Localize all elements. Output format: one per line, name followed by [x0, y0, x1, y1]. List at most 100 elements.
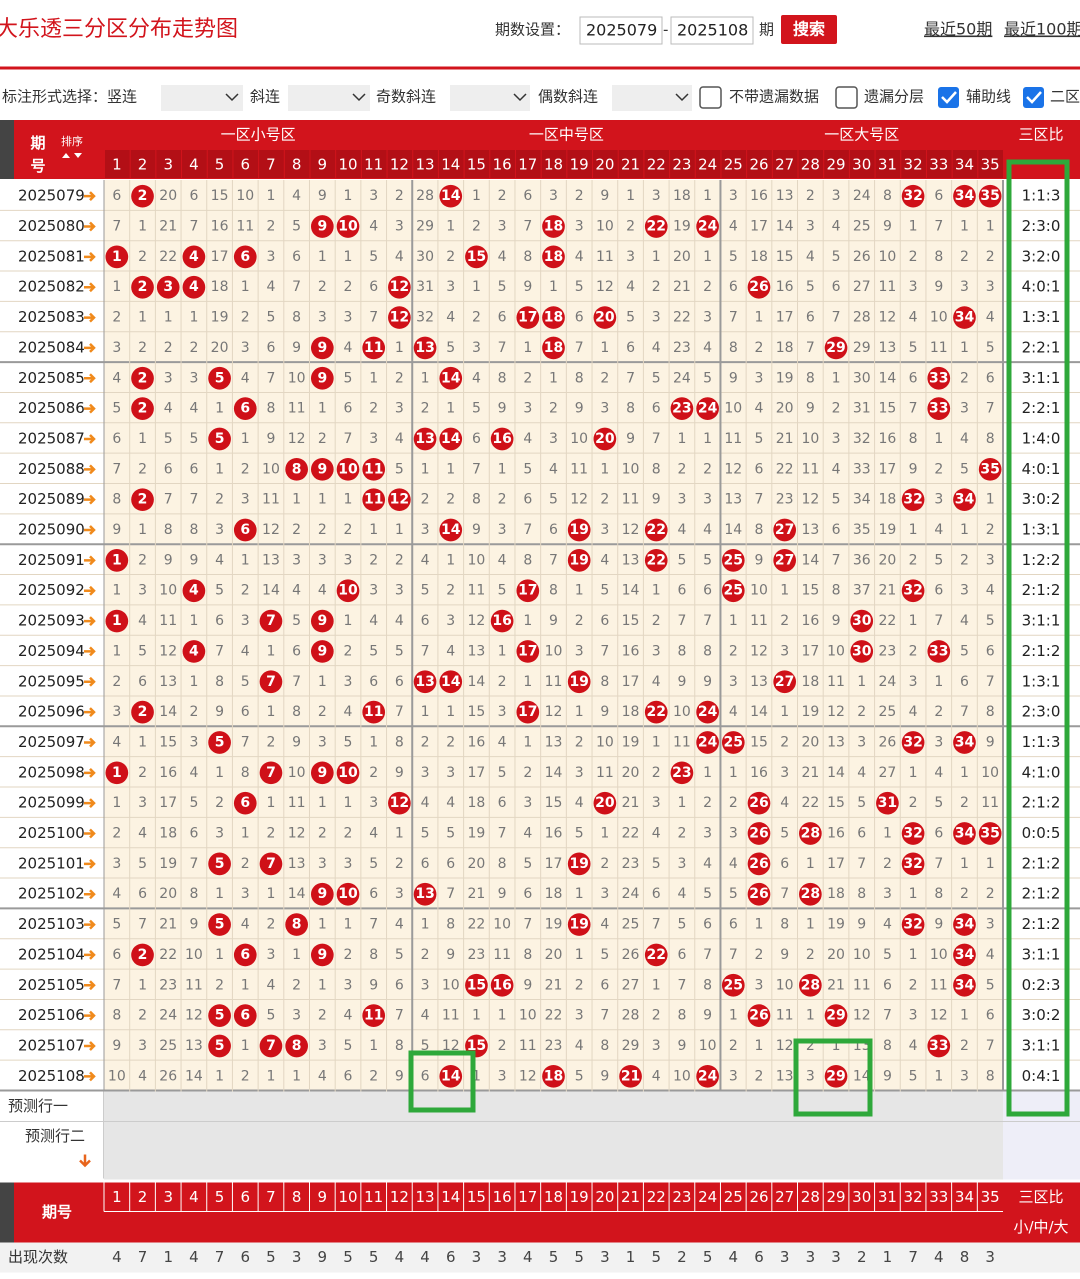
to-value: 2025108 — [677, 21, 748, 40]
omission: 1 — [138, 310, 147, 326]
drawn-number: 28 — [801, 886, 820, 902]
omission: 3 — [755, 370, 764, 386]
omission: 17 — [468, 765, 486, 781]
omission: 33 — [853, 461, 871, 477]
omission: 1 — [241, 552, 250, 568]
omission: 3 — [266, 947, 275, 963]
omission: 25 — [879, 704, 897, 720]
omission: 2 — [652, 1008, 661, 1024]
from-input[interactable] — [579, 16, 663, 45]
drawn-ball — [413, 336, 437, 360]
omission: 3 — [755, 977, 764, 993]
omission: 1 — [909, 613, 918, 629]
omission: 4 — [395, 431, 404, 447]
period-arrow — [84, 919, 96, 930]
omission: 9 — [883, 219, 892, 235]
omission: 11 — [570, 461, 588, 477]
drawn-number: 29 — [826, 1068, 845, 1084]
omission: 3 — [960, 279, 969, 295]
omission: 20 — [673, 249, 691, 265]
omission: 3 — [523, 401, 532, 417]
chevron — [675, 93, 689, 102]
omission: 10 — [673, 1068, 691, 1084]
omission: 5 — [266, 310, 275, 326]
drawn-ball — [413, 670, 437, 694]
omission: 4 — [138, 1068, 147, 1084]
omission: 1 — [960, 522, 969, 538]
omission: 6 — [138, 674, 147, 690]
omission: 8 — [677, 1008, 686, 1024]
drawn-number: 34 — [955, 947, 975, 963]
omission: 7 — [909, 401, 918, 417]
omission: 4 — [986, 310, 995, 326]
number-footer: 18 — [544, 1188, 563, 1206]
period: 2025103 — [18, 915, 85, 933]
omission: 10 — [493, 917, 511, 933]
omission: 5 — [189, 795, 198, 811]
select-odd[interactable] — [450, 85, 530, 111]
search-button[interactable] — [781, 15, 837, 44]
drawn-number: 8 — [292, 1038, 302, 1054]
drawn-ball — [439, 184, 463, 208]
period: 2025100 — [18, 824, 85, 842]
number-header-cell — [156, 150, 182, 178]
omission: 1 — [755, 310, 764, 326]
omission: 1 — [446, 461, 455, 477]
omission: 21 — [827, 977, 845, 993]
omission: 3 — [369, 431, 378, 447]
number-footer: 13 — [416, 1188, 435, 1206]
select-even[interactable] — [612, 85, 692, 111]
number-footer: 6 — [240, 1188, 250, 1206]
drawn-ball — [644, 943, 668, 967]
zone-ratio: 3:1:1 — [1022, 1036, 1061, 1054]
omission: 3 — [703, 310, 712, 326]
omission: 26 — [853, 249, 871, 265]
count: 4 — [395, 1248, 405, 1266]
omission: 1 — [215, 1068, 224, 1084]
omission: 2 — [986, 249, 995, 265]
recent50-link[interactable]: 最近50期 — [924, 20, 992, 39]
omission: 5 — [575, 279, 584, 295]
drawn-ball — [927, 397, 951, 420]
recent100-link[interactable]: 最近100期 — [1004, 20, 1080, 39]
omission: 4 — [189, 401, 198, 417]
drawn-ball — [773, 518, 797, 542]
drawn-ball — [567, 852, 591, 876]
checkbox[interactable] — [835, 86, 858, 109]
zone-ratio: 2:1:2 — [1022, 885, 1061, 903]
omission: 1 — [549, 279, 558, 295]
omission: 6 — [421, 1068, 430, 1084]
checkbox[interactable] — [699, 86, 722, 109]
omission: 2 — [215, 795, 224, 811]
number-header: 1 — [112, 156, 122, 174]
omission: 3 — [446, 279, 455, 295]
omission: 20 — [801, 734, 819, 750]
omission: 14 — [545, 765, 563, 781]
omission: 3 — [318, 856, 327, 872]
omission: 5 — [369, 249, 378, 265]
checkbox-checked[interactable] — [938, 87, 959, 108]
omission: 5 — [986, 613, 995, 629]
omission: 3 — [318, 552, 327, 568]
drawn-ball — [901, 488, 925, 512]
omission: 9 — [600, 704, 609, 720]
period: 2025082 — [18, 278, 85, 296]
checkbox-checked[interactable] — [1023, 87, 1044, 108]
zone-ratio: 1:1:3 — [1022, 187, 1061, 205]
count: 3 — [806, 1248, 816, 1266]
count: 7 — [908, 1248, 918, 1266]
omission: 8 — [883, 1038, 892, 1054]
drawn-ball — [131, 488, 154, 512]
omission: 9 — [626, 431, 635, 447]
omission: 1 — [292, 492, 301, 508]
to-input[interactable] — [670, 16, 754, 45]
count: 3 — [780, 1248, 790, 1266]
opt-zone2: 二区 — [1050, 88, 1080, 106]
drawn-ball — [182, 579, 206, 603]
omission: 11 — [493, 947, 511, 963]
period: 2025097 — [18, 733, 85, 751]
omission: 2 — [780, 734, 789, 750]
omission: 7 — [600, 1008, 609, 1024]
drawn-number: 22 — [647, 522, 666, 538]
omission: 5 — [523, 856, 532, 872]
